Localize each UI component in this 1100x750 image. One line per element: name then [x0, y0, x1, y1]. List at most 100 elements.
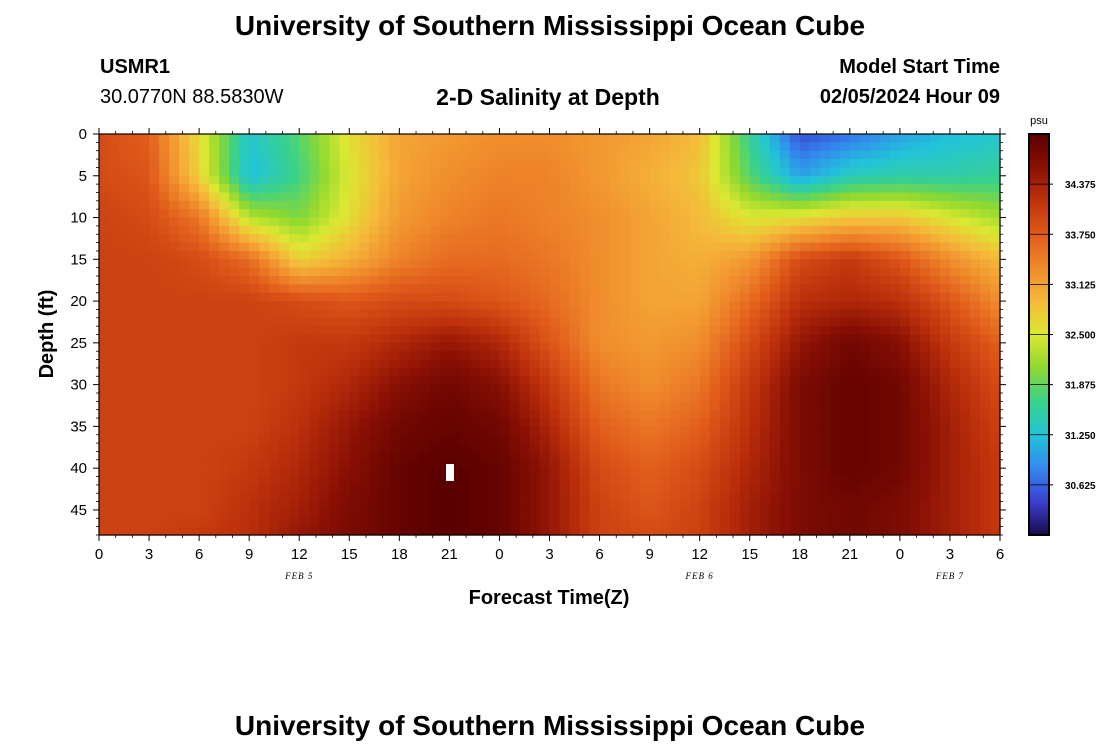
heatmap-cell — [489, 342, 501, 352]
heatmap-cell — [879, 134, 891, 143]
heatmap-cell — [239, 359, 250, 369]
heatmap-cell — [759, 301, 771, 311]
heatmap-cell — [149, 342, 160, 352]
heatmap-cell — [159, 384, 170, 394]
heatmap-cell — [139, 418, 150, 427]
heatmap-cell — [929, 217, 941, 227]
colorbar: 30.62531.25031.87532.50033.12533.75034.3… — [1028, 115, 1096, 536]
heatmap-cell — [609, 217, 621, 227]
heatmap-cell — [919, 292, 931, 302]
heatmap-cell — [609, 167, 621, 177]
heatmap-cell — [349, 409, 360, 419]
x-tick-label: 12 — [691, 546, 708, 563]
heatmap-cell — [709, 317, 721, 327]
heatmap-cell — [169, 426, 180, 436]
heatmap-cell — [469, 359, 481, 369]
heatmap-cell — [129, 217, 140, 227]
heatmap-cell — [269, 184, 280, 194]
heatmap-cell — [789, 134, 801, 143]
heatmap-cell — [119, 184, 130, 194]
heatmap-cell — [679, 434, 691, 444]
heatmap-cell — [289, 209, 300, 219]
heatmap-cell — [569, 476, 581, 486]
heatmap-cell — [279, 317, 290, 327]
heatmap-cell — [909, 376, 921, 386]
heatmap-cell — [189, 259, 200, 269]
heatmap-cell — [669, 518, 681, 528]
heatmap-cell — [589, 167, 601, 177]
heatmap-cell — [869, 342, 881, 352]
heatmap-cell — [389, 225, 400, 235]
heatmap-cell — [359, 526, 370, 536]
heatmap-cell — [619, 367, 631, 377]
heatmap-cell — [889, 376, 901, 386]
heatmap-cell — [419, 418, 430, 427]
heatmap-cell — [299, 317, 310, 327]
heatmap-cell — [339, 434, 350, 444]
heatmap-cell — [749, 209, 761, 219]
heatmap-cell — [359, 367, 370, 377]
heatmap-cell — [919, 509, 931, 519]
heatmap-cell — [179, 267, 190, 277]
heatmap-cell — [619, 175, 631, 185]
heatmap-cell — [659, 134, 671, 143]
heatmap-cell — [129, 351, 140, 361]
heatmap-cell — [839, 493, 851, 503]
heatmap-cell — [549, 250, 561, 260]
heatmap-cell — [649, 526, 661, 536]
heatmap-cell — [549, 484, 561, 494]
heatmap-cell — [579, 367, 591, 377]
heatmap-cell — [719, 184, 731, 194]
heatmap-cell — [459, 267, 471, 277]
heatmap-cell — [699, 493, 711, 503]
heatmap-cell — [249, 267, 260, 277]
heatmap-cell — [159, 501, 170, 511]
heatmap-cell — [899, 384, 911, 394]
heatmap-cell — [859, 359, 871, 369]
heatmap-cell — [529, 501, 541, 511]
heatmap-cell — [769, 209, 781, 219]
heatmap-cell — [199, 209, 210, 219]
heatmap-cell — [639, 334, 651, 344]
heatmap-cell — [779, 150, 791, 160]
heatmap-cell — [359, 134, 370, 143]
heatmap-cell — [339, 242, 350, 252]
heatmap-cell — [739, 200, 751, 210]
heatmap-cell — [269, 225, 280, 235]
heatmap-cell — [259, 276, 270, 285]
heatmap-cell — [269, 359, 280, 369]
heatmap-cell — [389, 309, 400, 319]
heatmap-cell — [249, 242, 260, 252]
heatmap-cell — [889, 384, 901, 394]
heatmap-cell — [809, 184, 821, 194]
heatmap-cell — [619, 134, 631, 143]
heatmap-cell — [119, 250, 130, 260]
heatmap-cell — [359, 501, 370, 511]
heatmap-cell — [579, 267, 591, 277]
heatmap-cell — [269, 242, 280, 252]
heatmap-cell — [779, 167, 791, 177]
heatmap-cell — [489, 468, 501, 478]
heatmap-cell — [309, 451, 320, 461]
heatmap-cell — [649, 267, 661, 277]
heatmap-cell — [909, 443, 921, 453]
heatmap-cell — [449, 276, 460, 285]
heatmap-cell — [309, 225, 320, 235]
heatmap-cell — [189, 175, 200, 185]
heatmap-cell — [599, 384, 611, 394]
heatmap-cell — [779, 476, 791, 486]
heatmap-cell — [289, 392, 300, 402]
heatmap-cell — [129, 192, 140, 202]
heatmap-cell — [849, 468, 861, 478]
heatmap-cell — [789, 301, 801, 311]
heatmap-cell — [799, 192, 811, 202]
heatmap-cell — [459, 225, 471, 235]
heatmap-cell — [209, 242, 220, 252]
heatmap-cell — [389, 242, 400, 252]
heatmap-cell — [889, 159, 901, 169]
heatmap-cell — [199, 217, 210, 227]
heatmap-cell — [119, 484, 130, 494]
heatmap-cells — [99, 134, 1001, 536]
heatmap-cell — [269, 409, 280, 419]
x-tick-label: 0 — [896, 546, 904, 563]
